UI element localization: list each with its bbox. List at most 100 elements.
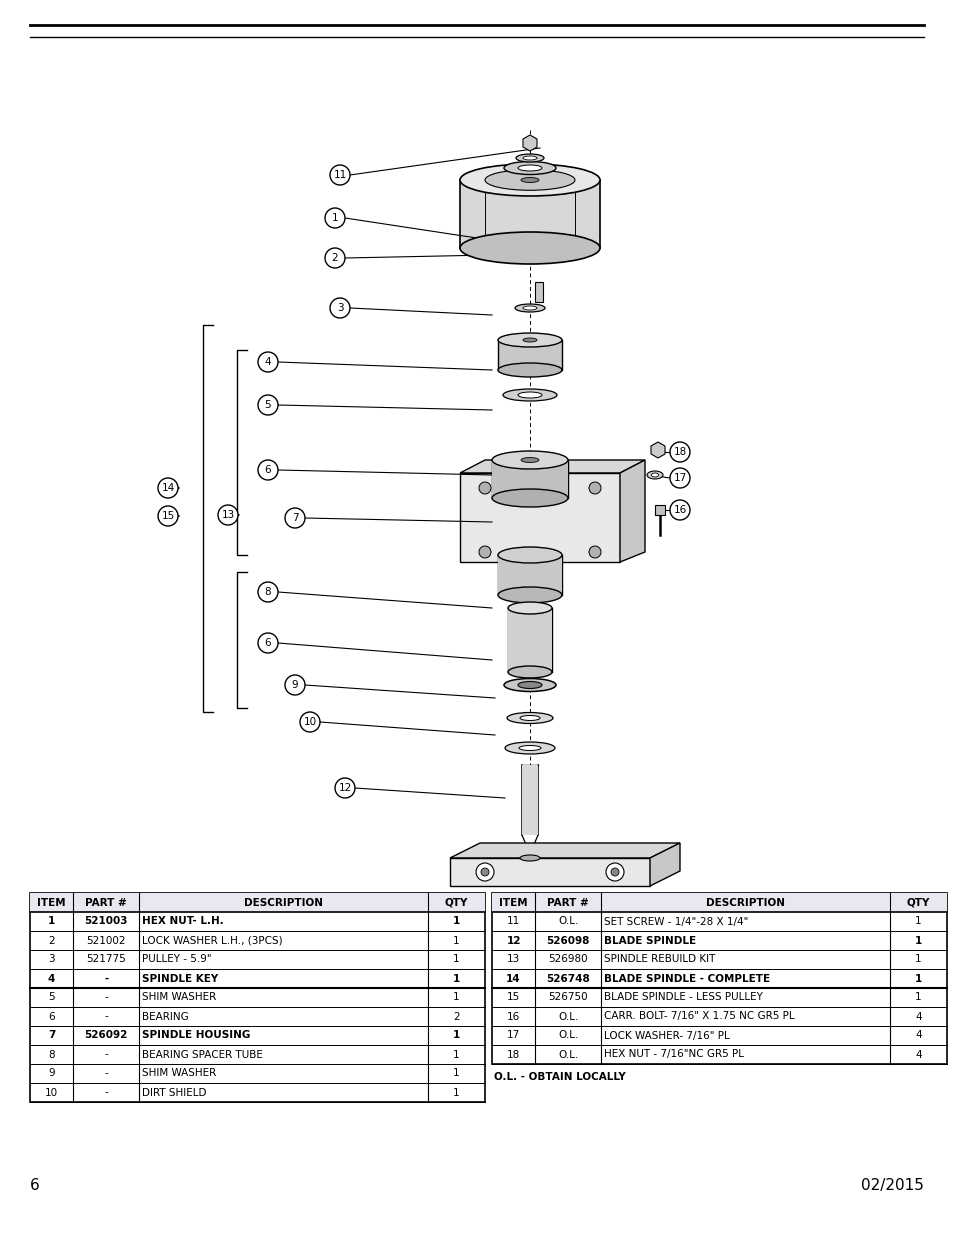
Text: 526750: 526750 [548, 993, 587, 1003]
Ellipse shape [519, 855, 539, 861]
Ellipse shape [518, 746, 540, 751]
Circle shape [480, 868, 489, 876]
Text: 17: 17 [673, 473, 686, 483]
Text: BLADE SPINDLE: BLADE SPINDLE [603, 935, 696, 946]
Text: 1: 1 [453, 955, 459, 965]
Text: 1: 1 [453, 973, 459, 983]
Circle shape [330, 298, 350, 317]
Ellipse shape [519, 715, 539, 720]
Text: 6: 6 [30, 1178, 40, 1193]
Text: 14: 14 [161, 483, 174, 493]
Text: DESCRIPTION: DESCRIPTION [705, 898, 784, 908]
Text: 8: 8 [49, 1050, 55, 1060]
Text: 15: 15 [161, 511, 174, 521]
Text: 8: 8 [264, 587, 271, 597]
Polygon shape [497, 340, 561, 370]
Text: 4: 4 [914, 1030, 921, 1041]
Text: SHIM WASHER: SHIM WASHER [142, 1068, 216, 1078]
Text: O.L. - OBTAIN LOCALLY: O.L. - OBTAIN LOCALLY [494, 1072, 625, 1082]
Polygon shape [507, 608, 552, 672]
Text: 9: 9 [292, 680, 298, 690]
Ellipse shape [497, 333, 561, 347]
Polygon shape [459, 180, 599, 248]
Text: 6: 6 [264, 638, 271, 648]
Text: 6: 6 [264, 466, 271, 475]
Polygon shape [497, 555, 561, 595]
Circle shape [285, 676, 305, 695]
Ellipse shape [497, 363, 561, 377]
Polygon shape [492, 459, 567, 498]
Text: 526098: 526098 [546, 935, 589, 946]
Text: 5: 5 [49, 993, 55, 1003]
Text: 18: 18 [506, 1050, 519, 1060]
Text: 10: 10 [303, 718, 316, 727]
Circle shape [610, 868, 618, 876]
Circle shape [218, 505, 237, 525]
Text: QTY: QTY [906, 898, 929, 908]
Ellipse shape [522, 306, 537, 310]
Text: 18: 18 [673, 447, 686, 457]
Text: HEX NUT- L.H.: HEX NUT- L.H. [142, 916, 224, 926]
Ellipse shape [522, 156, 537, 161]
Ellipse shape [517, 165, 541, 170]
Text: 1: 1 [914, 916, 921, 926]
Ellipse shape [517, 682, 541, 688]
Text: ITEM: ITEM [37, 898, 66, 908]
Text: 16: 16 [673, 505, 686, 515]
Circle shape [605, 863, 623, 881]
Circle shape [478, 546, 491, 558]
Bar [30, 893, 484, 911]
Text: 13: 13 [506, 955, 519, 965]
Text: 526980: 526980 [548, 955, 587, 965]
Text: -: - [104, 1068, 108, 1078]
Polygon shape [450, 858, 649, 885]
Text: 7: 7 [292, 513, 298, 522]
Text: PART #: PART # [85, 898, 127, 908]
Text: 1: 1 [453, 935, 459, 946]
Text: 4: 4 [48, 973, 55, 983]
Ellipse shape [484, 169, 575, 190]
Bar [492, 893, 946, 1065]
Ellipse shape [459, 232, 599, 264]
Polygon shape [649, 844, 679, 885]
Text: 12: 12 [506, 935, 520, 946]
Text: 17: 17 [506, 1030, 519, 1041]
Text: 5: 5 [264, 400, 271, 410]
Text: SHIM WASHER: SHIM WASHER [142, 993, 216, 1003]
Text: 1: 1 [914, 935, 922, 946]
Text: 1: 1 [453, 1030, 459, 1041]
Text: SPINDLE KEY: SPINDLE KEY [142, 973, 218, 983]
Text: QTY: QTY [444, 898, 468, 908]
Text: O.L.: O.L. [558, 1050, 578, 1060]
Text: 12: 12 [338, 783, 352, 793]
Text: 4: 4 [914, 1050, 921, 1060]
Text: 521003: 521003 [85, 916, 128, 926]
Ellipse shape [520, 457, 538, 462]
Text: -: - [104, 993, 108, 1003]
Ellipse shape [522, 338, 537, 342]
Circle shape [669, 442, 689, 462]
Bar [492, 893, 946, 911]
Circle shape [335, 778, 355, 798]
Text: 3: 3 [49, 955, 55, 965]
Circle shape [257, 395, 277, 415]
Text: 526092: 526092 [85, 1030, 128, 1041]
Circle shape [669, 500, 689, 520]
Ellipse shape [503, 678, 556, 692]
Ellipse shape [506, 713, 553, 724]
Text: O.L.: O.L. [558, 916, 578, 926]
Text: -: - [104, 1050, 108, 1060]
Polygon shape [619, 459, 644, 562]
Text: -: - [104, 973, 109, 983]
Polygon shape [459, 473, 619, 562]
Bar [535, 282, 542, 303]
Text: 4: 4 [264, 357, 271, 367]
Text: DESCRIPTION: DESCRIPTION [244, 898, 323, 908]
Text: 1: 1 [332, 212, 338, 224]
Text: 16: 16 [506, 1011, 519, 1021]
Text: 10: 10 [45, 1088, 58, 1098]
Circle shape [588, 482, 600, 494]
Text: 14: 14 [506, 973, 520, 983]
Polygon shape [450, 844, 679, 858]
Text: 3: 3 [336, 303, 343, 312]
